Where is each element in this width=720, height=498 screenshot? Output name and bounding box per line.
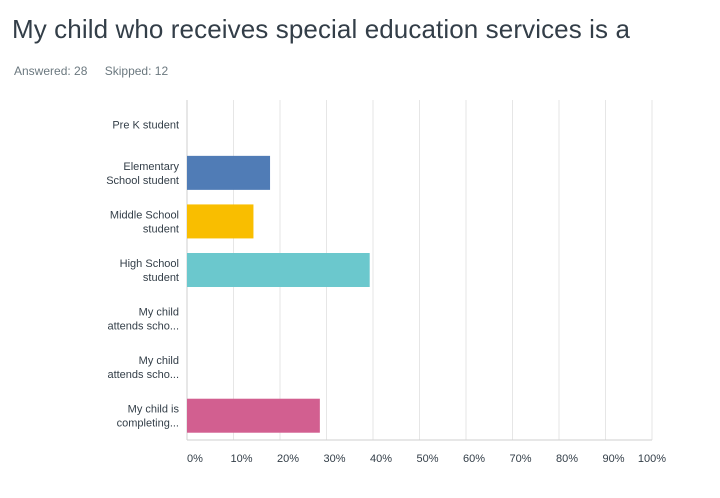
x-tick-label: 40%	[370, 453, 392, 465]
x-tick-label: 30%	[323, 453, 345, 465]
category-labels: Pre K student Elementary School student Mid…	[106, 119, 179, 429]
bars	[187, 155, 370, 433]
x-tick-label: 100%	[638, 453, 666, 465]
category-label: Elementary School student	[106, 161, 179, 187]
category-label: My child attends scho...	[107, 307, 179, 333]
x-tick-label: 70%	[509, 453, 531, 465]
skipped-count: Skipped: 12	[104, 64, 169, 78]
category-label: Pre K student	[112, 119, 179, 131]
x-tick-label: 10%	[230, 453, 252, 465]
bar[interactable]	[187, 398, 320, 433]
chart-title: My child who receives special education …	[12, 14, 631, 44]
category-label: My child is completing...	[117, 404, 180, 430]
category-label: High School student	[120, 258, 179, 284]
answered-count: Answered: 28	[14, 64, 88, 78]
x-tick-label: 0%	[187, 453, 203, 465]
x-tick-label: 50%	[416, 453, 438, 465]
bar[interactable]	[187, 155, 271, 190]
category-label: Middle School student	[110, 209, 179, 235]
x-tick-label: 20%	[277, 453, 299, 465]
x-tick-label: 90%	[602, 453, 624, 465]
x-tick-labels: 0% 10% 20% 30% 40% 50% 60% 70% 80% 90% 100%	[187, 453, 666, 465]
category-label: My child attends scho...	[107, 355, 179, 381]
bar[interactable]	[187, 253, 370, 287]
x-tick-label: 80%	[556, 453, 578, 465]
response-stats: Answered: 28 Skipped: 12	[14, 64, 182, 78]
x-tick-label: 60%	[463, 453, 485, 465]
bar[interactable]	[187, 204, 254, 239]
